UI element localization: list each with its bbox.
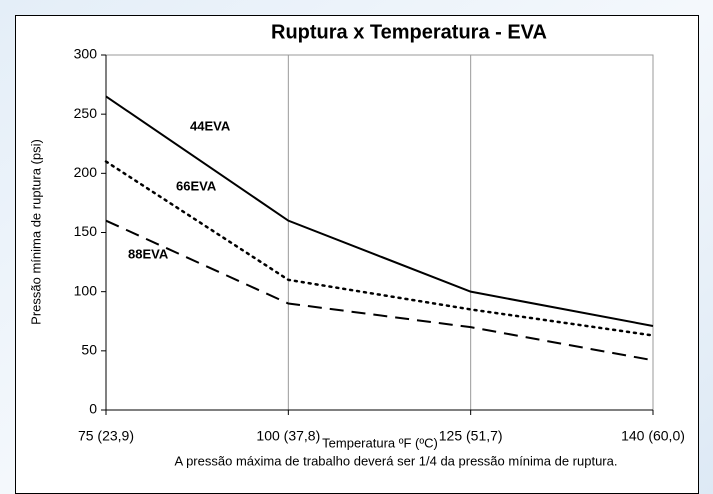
note: A pressão máxima de trabalho deverá ser … — [175, 453, 618, 468]
x-tick-label: 75 (23,9) — [78, 428, 134, 444]
x-tick-label: 125 (51,7) — [439, 428, 503, 444]
x-tick-label: 140 (60,0) — [621, 428, 685, 444]
y-tick-label: 50 — [81, 342, 97, 358]
y-tick-label: 100 — [74, 282, 98, 298]
x-tick-label: 100 (37,8) — [256, 428, 320, 444]
y-axis-label: Pressão mínima de ruptura (psi) — [28, 139, 43, 325]
y-tick-label: 200 — [74, 164, 98, 180]
series-label: 44EVA — [190, 118, 231, 133]
chart-title: Ruptura x Temperatura - EVA — [271, 21, 547, 43]
chart-frame — [15, 15, 699, 494]
y-tick-label: 150 — [74, 223, 98, 239]
series-label: 88EVA — [128, 246, 169, 261]
x-axis-label: Temperatura ºF (ºC) — [322, 435, 438, 450]
series-line — [105, 95, 654, 327]
y-tick-label: 0 — [89, 401, 97, 417]
y-tick-label: 250 — [74, 105, 98, 121]
y-tick-label: 300 — [74, 46, 98, 62]
series-label: 66EVA — [176, 178, 217, 193]
series-line — [105, 219, 654, 362]
series-line — [104, 160, 655, 337]
